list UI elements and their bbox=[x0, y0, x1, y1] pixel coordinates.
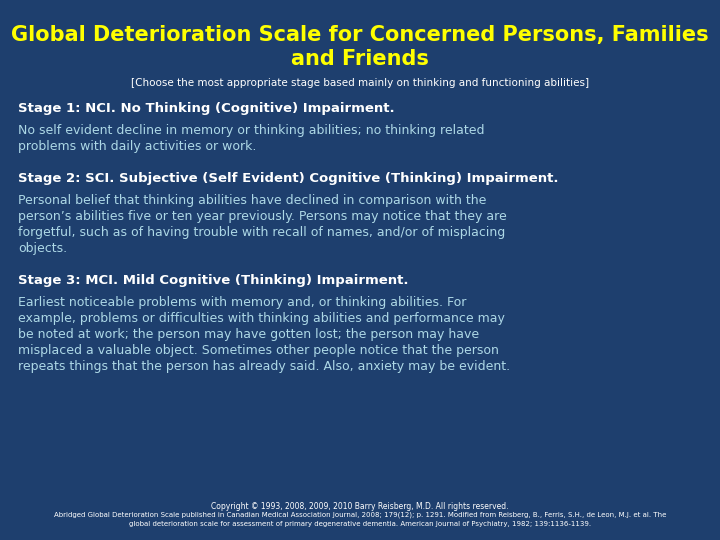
Text: Personal belief that thinking abilities have declined in comparison with the
per: Personal belief that thinking abilities … bbox=[18, 194, 507, 255]
Text: No self evident decline in memory or thinking abilities; no thinking related
pro: No self evident decline in memory or thi… bbox=[18, 124, 485, 153]
Text: Abridged Global Deterioration Scale published in Canadian Medical Association Jo: Abridged Global Deterioration Scale publ… bbox=[54, 512, 666, 518]
Text: Stage 3: MCI. Mild Cognitive (Thinking) Impairment.: Stage 3: MCI. Mild Cognitive (Thinking) … bbox=[18, 274, 408, 287]
Text: Global Deterioration Scale for Concerned Persons, Families
and Friends: Global Deterioration Scale for Concerned… bbox=[12, 25, 708, 69]
Text: Earliest noticeable problems with memory and, or thinking abilities. For
example: Earliest noticeable problems with memory… bbox=[18, 296, 510, 373]
Text: Copyright © 1993, 2008, 2009, 2010 Barry Reisberg, M.D. All rights reserved.: Copyright © 1993, 2008, 2009, 2010 Barry… bbox=[211, 502, 509, 511]
Text: Stage 2: SCI. Subjective (Self Evident) Cognitive (Thinking) Impairment.: Stage 2: SCI. Subjective (Self Evident) … bbox=[18, 172, 559, 185]
Text: [Choose the most appropriate stage based mainly on thinking and functioning abil: [Choose the most appropriate stage based… bbox=[131, 78, 589, 88]
Text: global deterioration scale for assessment of primary degenerative dementia. Amer: global deterioration scale for assessmen… bbox=[129, 521, 591, 527]
Text: Stage 1: NCI. No Thinking (Cognitive) Impairment.: Stage 1: NCI. No Thinking (Cognitive) Im… bbox=[18, 102, 395, 115]
